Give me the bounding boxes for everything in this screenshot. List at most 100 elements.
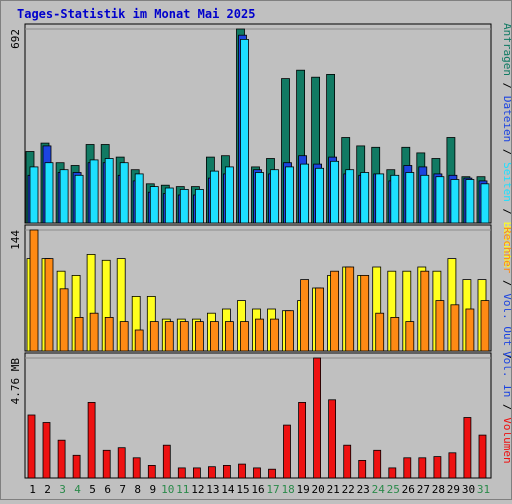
x-label-day-27: 27 bbox=[417, 483, 430, 496]
right-legend-item: Rechner bbox=[501, 227, 511, 274]
bar-seiten-10 bbox=[164, 187, 174, 224]
x-label-day-15: 15 bbox=[236, 483, 249, 496]
bar-rechner-13 bbox=[209, 321, 219, 352]
x-label-day-9: 9 bbox=[149, 483, 156, 496]
right-legend-item: / bbox=[501, 202, 511, 215]
bar-seiten-29 bbox=[450, 179, 460, 224]
bar-seiten-18 bbox=[285, 166, 294, 224]
bar-volumen-14 bbox=[222, 464, 231, 479]
right-legend-item: Seiten bbox=[501, 155, 511, 201]
bar-volumen-7 bbox=[117, 447, 126, 479]
bar-seiten-31 bbox=[480, 183, 490, 224]
bar-volumen-26 bbox=[403, 457, 412, 479]
bar-volumen-22 bbox=[343, 444, 352, 479]
bar-seiten-7 bbox=[119, 162, 129, 224]
bar-volumen-3 bbox=[57, 439, 66, 479]
x-label-day-6: 6 bbox=[104, 483, 111, 496]
bar-rechner-19 bbox=[300, 279, 310, 352]
bar-seiten-11 bbox=[179, 188, 189, 224]
bar-rechner-5 bbox=[89, 312, 99, 352]
bar-rechner-24 bbox=[375, 312, 385, 352]
bar-seiten-13 bbox=[209, 170, 219, 224]
bar-volumen-12 bbox=[192, 467, 201, 479]
bar-rechner-10 bbox=[164, 321, 174, 352]
x-label-day-11: 11 bbox=[176, 483, 189, 496]
bar-volumen-21 bbox=[328, 399, 337, 479]
x-label-day-29: 29 bbox=[447, 483, 460, 496]
bar-rechner-22 bbox=[345, 266, 355, 352]
bar-volumen-27 bbox=[418, 457, 427, 479]
bar-volumen-5 bbox=[87, 401, 96, 479]
bar-seiten-12 bbox=[194, 188, 204, 224]
x-label-day-20: 20 bbox=[311, 483, 324, 496]
x-label-day-1: 1 bbox=[29, 483, 36, 496]
right-legend-item: / bbox=[501, 142, 511, 155]
bar-volumen-15 bbox=[238, 463, 246, 479]
bar-seiten-4 bbox=[74, 174, 84, 224]
right-legend-item: / bbox=[501, 76, 511, 89]
panel-bottom: 4.76 MB Vol. In / Volumen bbox=[9, 351, 512, 479]
bar-seiten-30 bbox=[465, 179, 475, 224]
bar-volumen-9 bbox=[147, 464, 156, 479]
bar-rechner-1 bbox=[29, 229, 39, 352]
bar-seiten-17 bbox=[270, 169, 279, 224]
x-label-day-5: 5 bbox=[89, 483, 96, 496]
bar-seiten-2 bbox=[44, 162, 54, 224]
bar-volumen-25 bbox=[388, 467, 397, 479]
bar-volumen-8 bbox=[132, 457, 141, 479]
bar-volumen-29 bbox=[448, 452, 457, 479]
x-label-day-14: 14 bbox=[221, 483, 235, 496]
x-label-day-4: 4 bbox=[74, 483, 81, 496]
chart-title: Tages-Statistik im Monat Mai 2025 bbox=[17, 7, 256, 21]
right-legend-item: Besuche bbox=[501, 215, 511, 268]
bar-seiten-16 bbox=[255, 172, 264, 224]
bar-seiten-15 bbox=[240, 39, 249, 224]
bar-rechner-15 bbox=[240, 321, 249, 352]
x-label-day-16: 16 bbox=[251, 483, 264, 496]
bar-seiten-25 bbox=[390, 174, 400, 224]
panel-top: 692 Anfragen / Dateien / Seiten / Besuche bbox=[9, 23, 512, 268]
bar-volumen-18 bbox=[283, 424, 291, 479]
bar-volumen-19 bbox=[298, 401, 307, 479]
bar-rechner-16 bbox=[255, 318, 264, 352]
x-label-day-25: 25 bbox=[387, 483, 400, 496]
bar-rechner-27 bbox=[420, 270, 430, 352]
x-label-day-28: 28 bbox=[432, 483, 445, 496]
x-label-day-18: 18 bbox=[281, 483, 294, 496]
x-label-day-23: 23 bbox=[357, 483, 370, 496]
bar-rechner-2 bbox=[44, 258, 54, 352]
bar-rechner-23 bbox=[360, 274, 370, 352]
x-label-day-30: 30 bbox=[462, 483, 475, 496]
bar-seiten-14 bbox=[224, 166, 234, 224]
right-legend-item: / bbox=[501, 346, 511, 359]
bar-rechner-28 bbox=[435, 300, 445, 352]
x-label-day-21: 21 bbox=[327, 483, 340, 496]
bar-rechner-3 bbox=[59, 288, 69, 352]
ytick-label-top: 692 bbox=[9, 29, 22, 49]
bar-rechner-14 bbox=[224, 321, 234, 352]
panel-middle: 144 Rechner / Vol. Out / bbox=[9, 224, 512, 359]
x-label-day-2: 2 bbox=[44, 483, 51, 496]
x-label-day-22: 22 bbox=[342, 483, 355, 496]
bar-seiten-26 bbox=[405, 172, 415, 224]
x-label-day-24: 24 bbox=[372, 483, 386, 496]
bar-rechner-30 bbox=[465, 308, 475, 352]
right-legend-item: Dateien bbox=[501, 89, 511, 142]
bar-seiten-27 bbox=[420, 174, 430, 224]
ytick-label-bottom: 4.76 MB bbox=[9, 358, 22, 405]
bar-seiten-5 bbox=[89, 159, 99, 224]
bar-rechner-31 bbox=[480, 300, 490, 352]
bar-seiten-28 bbox=[435, 176, 445, 224]
right-legend-item: Vol. Out bbox=[501, 287, 511, 347]
bar-rechner-4 bbox=[74, 316, 84, 352]
bar-rechner-8 bbox=[134, 329, 144, 352]
bar-seiten-23 bbox=[360, 172, 370, 224]
bar-seiten-8 bbox=[134, 173, 144, 224]
bar-volumen-16 bbox=[253, 467, 261, 479]
right-legend-item: / bbox=[501, 397, 511, 410]
right-legend-item: Anfragen bbox=[501, 23, 511, 76]
x-label-day-31: 31 bbox=[477, 483, 490, 496]
x-label-day-3: 3 bbox=[59, 483, 66, 496]
